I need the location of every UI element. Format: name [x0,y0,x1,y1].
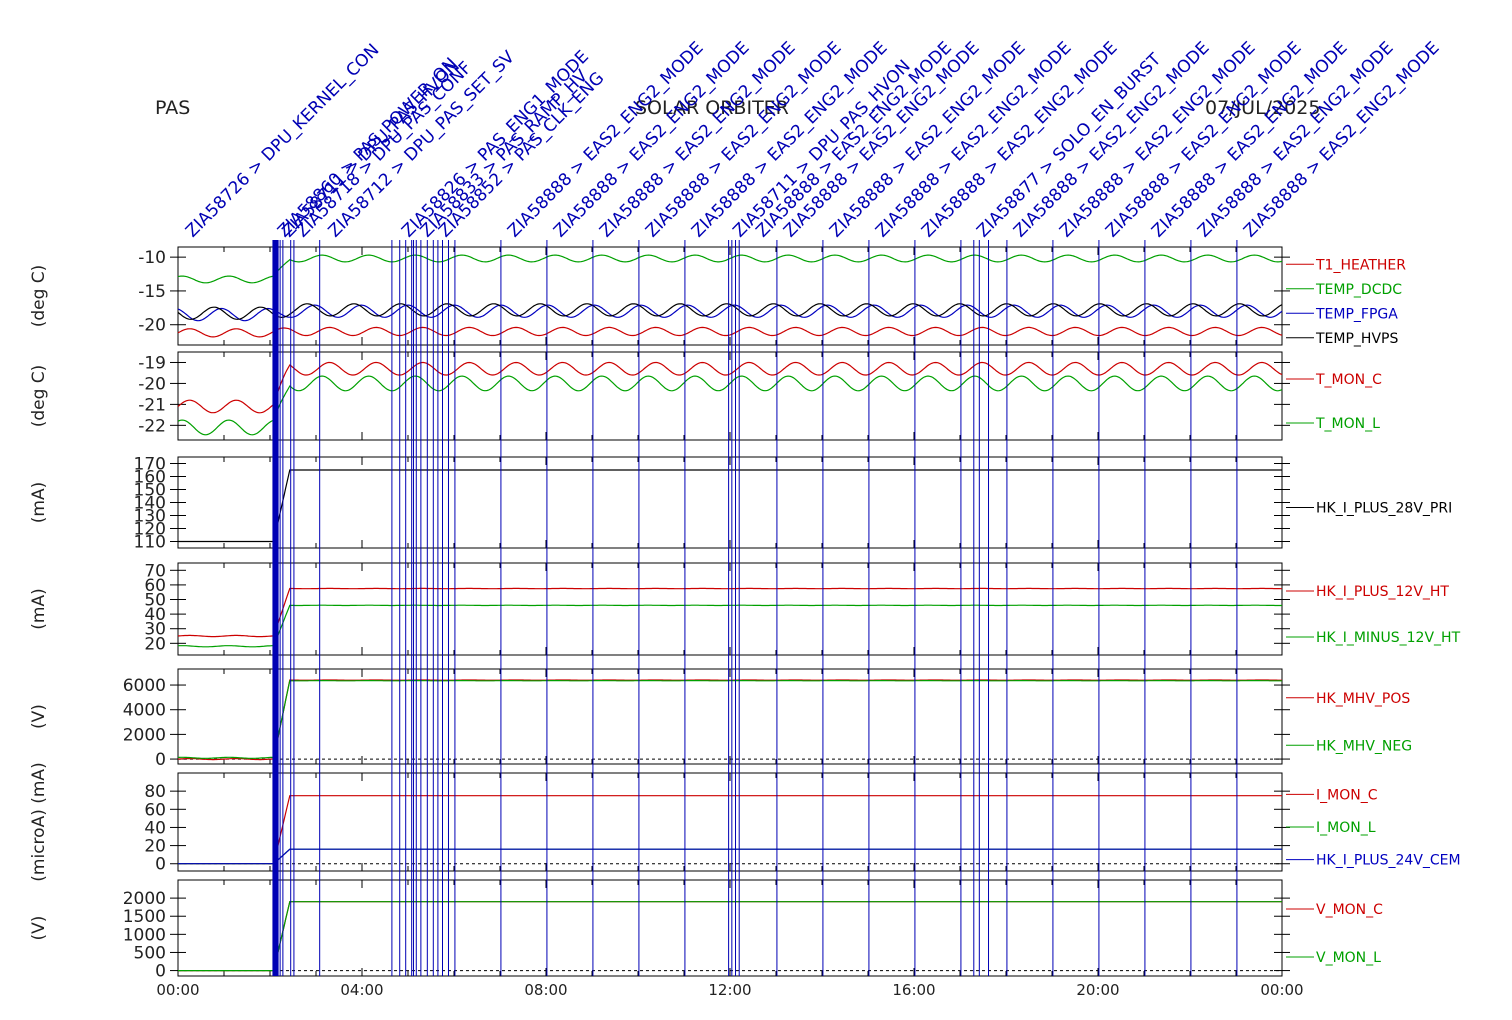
y-tick-label: 2000 [123,889,166,909]
series-line-hk_mhv_neg [178,680,1282,759]
y-tick-label: -19 [138,353,166,373]
panel-2 [170,351,1314,441]
y-tick-label: 70 [144,561,166,581]
y-tick-label: 80 [144,782,166,802]
legend-label: T_MON_C [1315,372,1382,388]
y-axis-label: (deg C) [29,365,49,428]
y-tick-label: 60 [144,576,166,596]
series-line-hk_i_plus_12v_ht [177,587,1282,638]
y-tick-label: 50 [144,591,166,611]
y-tick-label: 40 [144,818,166,838]
panel-frame [177,562,1283,656]
legend-label: V_MON_C [1316,902,1383,918]
panel-7 [170,879,1314,977]
y-tick-label: 20 [144,837,166,857]
panel-frame [177,772,1283,872]
legend-label: TEMP_HVPS [1315,331,1398,347]
legend-label: HK_I_MINUS_12V_HT [1316,630,1461,646]
y-tick-label: 30 [144,620,166,640]
legend-label: HK_I_PLUS_12V_HT [1316,584,1449,600]
y-tick-label: -20 [138,316,166,336]
series-line-i_mon_l [178,848,1282,865]
series-line-i_mon_c [178,795,1282,865]
x-tick-label: 20:00 [1076,981,1119,999]
panel-frame [177,668,1283,765]
y-tick-label: 120 [134,520,166,540]
y-tick-label: 0 [155,750,166,770]
y-tick-label: 170 [134,455,166,475]
panel-frame [177,879,1283,977]
panel-4 [170,562,1314,656]
y-tick-label: 130 [134,507,166,527]
y-tick-label: 6000 [123,676,166,696]
y-tick-label: -21 [138,395,166,415]
y-tick-label: -10 [138,248,166,268]
legend-label: HK_I_PLUS_24V_CEM [1316,853,1461,869]
y-axis-label: (microA) (mA) [29,762,49,881]
y-axis-label: (deg C) [29,265,49,328]
series-line-t_mon_c [177,361,1283,414]
y-axis-label: (mA) [29,588,49,629]
panel-frame [177,351,1283,441]
instrument-label: PAS [155,97,191,119]
legend-label: HK_I_PLUS_28V_PRI [1316,501,1452,517]
y-tick-label: 2000 [123,725,166,745]
y-tick-label: 500 [134,943,166,963]
y-tick-label: 0 [155,855,166,875]
series-line-v_mon_c [178,901,1282,972]
y-tick-label: 40 [144,605,166,625]
x-tick-label: 08:00 [524,981,567,999]
legend-label: I_MON_L [1316,820,1376,836]
panel-5 [170,668,1314,765]
date-label: 07/JUL/2025 [1205,97,1321,119]
y-tick-label: 150 [134,481,166,501]
panel-1 [170,246,1314,346]
y-tick-label: 60 [144,800,166,820]
series-line-temp_dcdc [177,254,1283,284]
y-tick-label: 140 [134,494,166,514]
x-tick-label: 12:00 [708,981,751,999]
y-tick-label: -22 [138,416,166,436]
y-tick-label: 160 [134,468,166,488]
y-tick-label: -15 [138,282,166,302]
y-tick-label: 4000 [123,701,166,721]
series-line-t1_heather [177,326,1283,338]
x-tick-label: 00:00 [156,981,199,999]
mission-label: SOLAR ORBITER [635,97,789,119]
legend-label: TEMP_DCDC [1315,282,1402,298]
y-axis-label: (V) [29,916,49,941]
y-axis-label: (mA) [29,482,49,523]
y-tick-label: 20 [144,634,166,654]
y-tick-label: 110 [134,533,166,553]
series-line-v_mon_l [178,901,1282,972]
series-line-hk_i_plus_24v_cem [178,848,1282,865]
x-tick-label: 16:00 [892,981,935,999]
series-line-hk_i_plus_28v_pri [178,469,1282,543]
series-line-t_mon_l [177,375,1283,436]
legend-label: I_MON_C [1316,787,1378,803]
x-tick-label: 04:00 [340,981,383,999]
legend-label: TEMP_FPGA [1315,306,1398,322]
panel-6 [170,772,1314,872]
series-line-temp_fpga [177,304,1283,322]
y-axis-label: (V) [29,704,49,729]
legend-label: HK_MHV_NEG [1316,738,1412,754]
y-tick-label: -20 [138,374,166,394]
x-tick-label: 00:00 [1260,981,1303,999]
y-tick-label: 0 [155,962,166,982]
series-line-temp_hvps [177,303,1283,320]
series-line-hk_mhv_pos [177,679,1282,761]
panel-frame [177,456,1283,549]
legend-label: T1_HEATHER [1315,257,1406,273]
y-tick-label: 1000 [123,925,166,945]
y-tick-label: 1500 [123,907,166,927]
series-line-hk_i_minus_12v_ht [178,604,1283,648]
legend-label: V_MON_L [1316,950,1381,966]
legend-label: T_MON_L [1315,416,1380,432]
legend-label: HK_MHV_POS [1316,691,1410,707]
panel-3 [170,456,1314,549]
